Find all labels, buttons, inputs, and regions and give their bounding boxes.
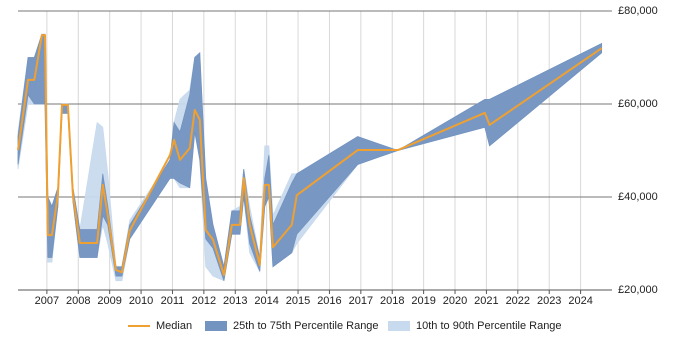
- y-tick-label: £60,000: [618, 98, 658, 110]
- band-area: [17, 33, 603, 282]
- x-tick-label: 2016: [317, 295, 341, 307]
- x-tick-label: 2024: [568, 295, 592, 307]
- x-tick-label: 2018: [380, 295, 404, 307]
- legend-label: 10th to 90th Percentile Range: [416, 320, 562, 332]
- median-line: [17, 34, 603, 277]
- legend-swatch: [205, 321, 227, 331]
- x-tick-label: 2009: [97, 295, 121, 307]
- y-tick-label: £80,000: [618, 5, 658, 17]
- x-tick-label: 2017: [349, 295, 373, 307]
- x-tick-label: 2014: [254, 295, 278, 307]
- x-tick-label: 2020: [443, 295, 467, 307]
- legend-swatch: [388, 321, 410, 331]
- x-tick-label: 2012: [192, 295, 216, 307]
- x-tick-label: 2021: [474, 295, 498, 307]
- x-tick-label: 2019: [411, 295, 435, 307]
- legend-label: 25th to 75th Percentile Range: [233, 320, 379, 332]
- x-tick-label: 2007: [35, 295, 59, 307]
- x-tick-label: 2010: [129, 295, 153, 307]
- y-tick-label: £40,000: [618, 191, 658, 203]
- band-area: [17, 33, 603, 281]
- x-tick-label: 2011: [161, 295, 185, 307]
- x-tick-label: 2023: [537, 295, 561, 307]
- legend-label: Median: [156, 320, 192, 332]
- x-tick-label: 2022: [506, 295, 530, 307]
- x-tick-label: 2008: [66, 295, 90, 307]
- x-tick-label: 2015: [286, 295, 310, 307]
- x-tick-label: 2013: [223, 295, 247, 307]
- y-tick-label: £20,000: [618, 284, 658, 296]
